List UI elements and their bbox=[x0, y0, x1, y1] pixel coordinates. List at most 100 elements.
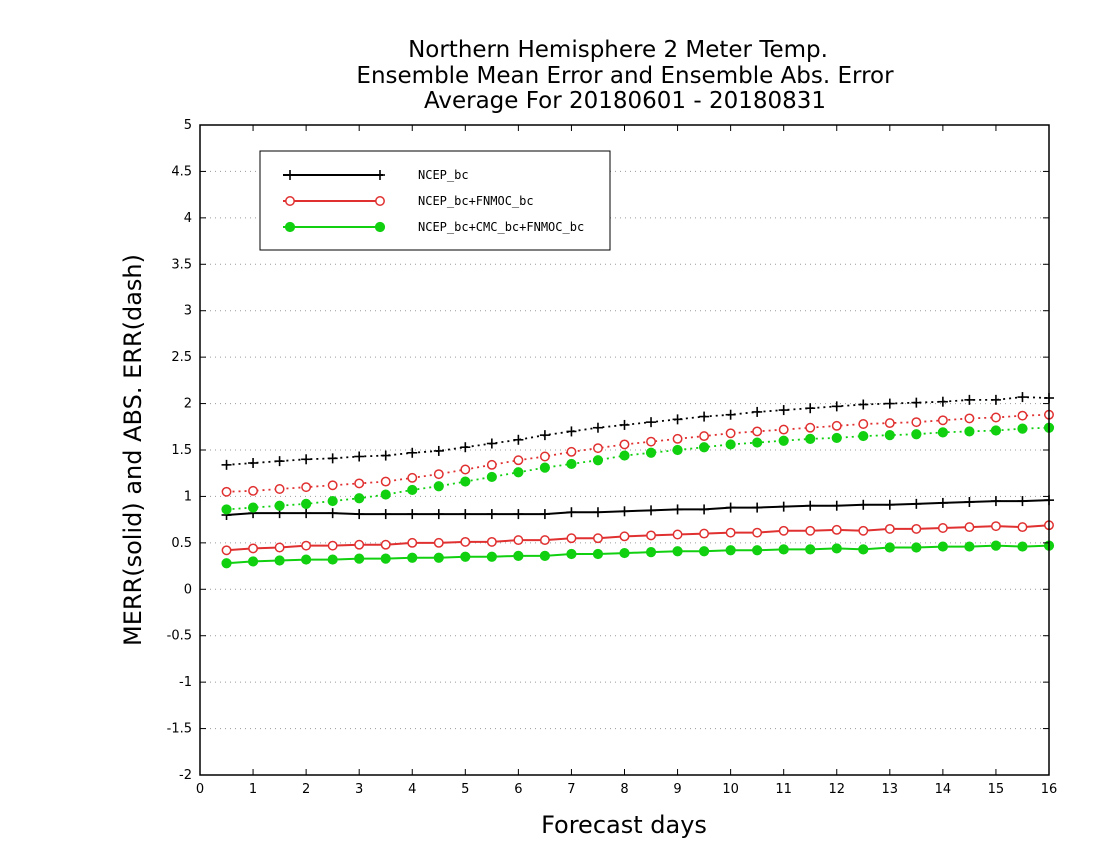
data-point-abs-err-ncep-bc-cmc-bc-fnmoc-bc bbox=[460, 476, 471, 487]
data-point-abs-err-ncep-bc-fnmoc-bc bbox=[354, 478, 365, 489]
data-point-merr-ncep-bc-fnmoc-bc bbox=[248, 543, 259, 554]
data-point-merr-ncep-bc-cmc-bc-fnmoc-bc bbox=[911, 542, 922, 553]
data-point-abs-err-ncep-bc-fnmoc-bc bbox=[486, 459, 497, 470]
data-point-abs-err-ncep-bc-cmc-bc-fnmoc-bc bbox=[725, 439, 736, 450]
data-point-abs-err-ncep-bc-fnmoc-bc bbox=[248, 485, 259, 496]
y-tick-label: 0 bbox=[184, 582, 192, 597]
data-point-merr-ncep-bc-cmc-bc-fnmoc-bc bbox=[778, 544, 789, 555]
data-point-merr-ncep-bc-fnmoc-bc bbox=[354, 539, 365, 550]
data-point-merr-ncep-bc-cmc-bc-fnmoc-bc bbox=[884, 542, 895, 553]
data-point-merr-ncep-bc bbox=[566, 507, 577, 518]
data-point-merr-ncep-bc-fnmoc-bc bbox=[646, 530, 656, 541]
data-point-abs-err-ncep-bc-fnmoc-bc bbox=[593, 443, 603, 454]
data-point-abs-err-ncep-bc-fnmoc-bc bbox=[831, 420, 842, 431]
x-tick-label: 2 bbox=[302, 782, 310, 797]
data-point-abs-err-ncep-bc-cmc-bc-fnmoc-bc bbox=[247, 502, 259, 513]
data-point-merr-ncep-bc bbox=[354, 509, 365, 520]
data-point-merr-ncep-bc-cmc-bc-fnmoc-bc bbox=[274, 555, 285, 566]
legend-label: NCEP_bc+CMC_bc+FNMOC_bc bbox=[418, 220, 584, 234]
data-point-merr-ncep-bc-fnmoc-bc bbox=[858, 525, 869, 536]
x-tick-label: 13 bbox=[882, 782, 899, 797]
data-point-merr-ncep-bc-cmc-bc-fnmoc-bc bbox=[247, 556, 259, 567]
y-tick-label: 1 bbox=[184, 489, 192, 504]
data-point-merr-ncep-bc-cmc-bc-fnmoc-bc bbox=[964, 541, 975, 552]
data-point-abs-err-ncep-bc-fnmoc-bc bbox=[725, 428, 736, 439]
data-point-abs-err-ncep-bc-fnmoc-bc bbox=[858, 419, 869, 429]
data-point-abs-err-ncep-bc-cmc-bc-fnmoc-bc bbox=[407, 484, 418, 496]
data-point-merr-ncep-bc-cmc-bc-fnmoc-bc bbox=[486, 551, 497, 562]
y-axis-label: MERR(solid) and ABS. ERR(dash) bbox=[119, 254, 147, 646]
x-tick-label: 4 bbox=[408, 782, 416, 797]
data-point-abs-err-ncep-bc-cmc-bc-fnmoc-bc bbox=[221, 504, 232, 515]
data-point-merr-ncep-bc-fnmoc-bc bbox=[752, 527, 763, 538]
data-point-abs-err-ncep-bc bbox=[964, 394, 975, 405]
series-line-abs-err-ncep-bc-fnmoc-bc bbox=[226, 413, 1050, 493]
data-point-merr-ncep-bc-cmc-bc-fnmoc-bc bbox=[354, 553, 365, 564]
data-point-merr-ncep-bc bbox=[301, 508, 312, 519]
data-point-merr-ncep-bc bbox=[858, 499, 869, 510]
data-point-abs-err-ncep-bc bbox=[831, 401, 842, 412]
legend-marker bbox=[285, 170, 295, 180]
y-tick-label: -1.5 bbox=[167, 722, 192, 737]
data-point-abs-err-ncep-bc bbox=[752, 406, 763, 417]
data-point-abs-err-ncep-bc-fnmoc-bc bbox=[539, 451, 550, 462]
x-tick-label: 7 bbox=[567, 782, 575, 797]
x-tick-label: 0 bbox=[196, 782, 204, 797]
data-point-merr-ncep-bc-fnmoc-bc bbox=[539, 535, 550, 546]
data-point-merr-ncep-bc-cmc-bc-fnmoc-bc bbox=[831, 543, 842, 554]
data-point-merr-ncep-bc-cmc-bc-fnmoc-bc bbox=[698, 546, 710, 557]
data-point-merr-ncep-bc-cmc-bc-fnmoc-bc bbox=[380, 553, 391, 564]
x-tick-label: 11 bbox=[775, 782, 792, 797]
data-point-abs-err-ncep-bc-cmc-bc-fnmoc-bc bbox=[831, 432, 842, 444]
data-point-abs-err-ncep-bc-cmc-bc-fnmoc-bc bbox=[672, 444, 683, 456]
data-point-merr-ncep-bc bbox=[778, 501, 789, 512]
data-point-merr-ncep-bc-cmc-bc-fnmoc-bc bbox=[221, 558, 232, 569]
data-point-merr-ncep-bc-cmc-bc-fnmoc-bc bbox=[937, 541, 948, 552]
data-point-merr-ncep-bc bbox=[619, 506, 630, 517]
data-point-abs-err-ncep-bc bbox=[221, 459, 232, 470]
data-point-merr-ncep-bc bbox=[513, 509, 524, 520]
data-point-abs-err-ncep-bc-cmc-bc-fnmoc-bc bbox=[911, 429, 922, 440]
legend-label: NCEP_bc+FNMOC_bc bbox=[418, 194, 534, 208]
data-point-merr-ncep-bc-cmc-bc-fnmoc-bc bbox=[566, 548, 577, 560]
data-point-abs-err-ncep-bc-fnmoc-bc bbox=[884, 418, 895, 429]
x-tick-label: 3 bbox=[355, 782, 363, 797]
data-point-abs-err-ncep-bc bbox=[380, 450, 391, 461]
data-point-abs-err-ncep-bc bbox=[354, 451, 365, 462]
data-point-merr-ncep-bc bbox=[805, 500, 816, 511]
data-point-merr-ncep-bc-fnmoc-bc bbox=[433, 537, 444, 548]
y-tick-label: 4.5 bbox=[171, 164, 192, 179]
data-point-merr-ncep-bc-cmc-bc-fnmoc-bc bbox=[407, 552, 418, 563]
data-point-merr-ncep-bc-fnmoc-bc bbox=[566, 533, 577, 544]
y-tick-label: -0.5 bbox=[167, 629, 192, 644]
data-point-merr-ncep-bc-cmc-bc-fnmoc-bc bbox=[752, 545, 763, 556]
y-tick-label: 5 bbox=[184, 118, 192, 133]
data-point-abs-err-ncep-bc bbox=[327, 453, 338, 464]
y-tick-label: 4 bbox=[184, 211, 192, 226]
data-point-abs-err-ncep-bc bbox=[911, 397, 922, 408]
data-point-merr-ncep-bc bbox=[592, 507, 603, 518]
data-point-abs-err-ncep-bc bbox=[566, 426, 577, 437]
data-point-abs-err-ncep-bc-cmc-bc-fnmoc-bc bbox=[884, 430, 895, 441]
data-point-abs-err-ncep-bc bbox=[486, 438, 497, 449]
data-point-abs-err-ncep-bc bbox=[725, 409, 736, 420]
data-point-abs-err-ncep-bc bbox=[778, 405, 789, 416]
data-point-merr-ncep-bc bbox=[460, 509, 471, 520]
data-point-merr-ncep-bc-fnmoc-bc bbox=[937, 523, 948, 533]
data-point-abs-err-ncep-bc-fnmoc-bc bbox=[274, 484, 285, 494]
data-point-abs-err-ncep-bc bbox=[274, 456, 285, 467]
data-point-abs-err-ncep-bc-cmc-bc-fnmoc-bc bbox=[301, 498, 312, 509]
data-point-abs-err-ncep-bc-cmc-bc-fnmoc-bc bbox=[274, 500, 285, 511]
x-tick-label: 1 bbox=[249, 782, 257, 797]
data-point-merr-ncep-bc-cmc-bc-fnmoc-bc bbox=[301, 554, 312, 565]
series-lines bbox=[221, 392, 1055, 569]
data-point-merr-ncep-bc bbox=[672, 504, 683, 515]
series-line-merr-ncep-bc bbox=[226, 499, 1050, 516]
data-point-abs-err-ncep-bc bbox=[619, 419, 630, 430]
data-point-merr-ncep-bc bbox=[752, 502, 763, 513]
data-point-abs-err-ncep-bc-cmc-bc-fnmoc-bc bbox=[937, 427, 948, 438]
y-tick-label: 2 bbox=[184, 397, 192, 412]
data-point-merr-ncep-bc-fnmoc-bc bbox=[805, 525, 816, 536]
data-point-abs-err-ncep-bc-fnmoc-bc bbox=[327, 480, 338, 491]
